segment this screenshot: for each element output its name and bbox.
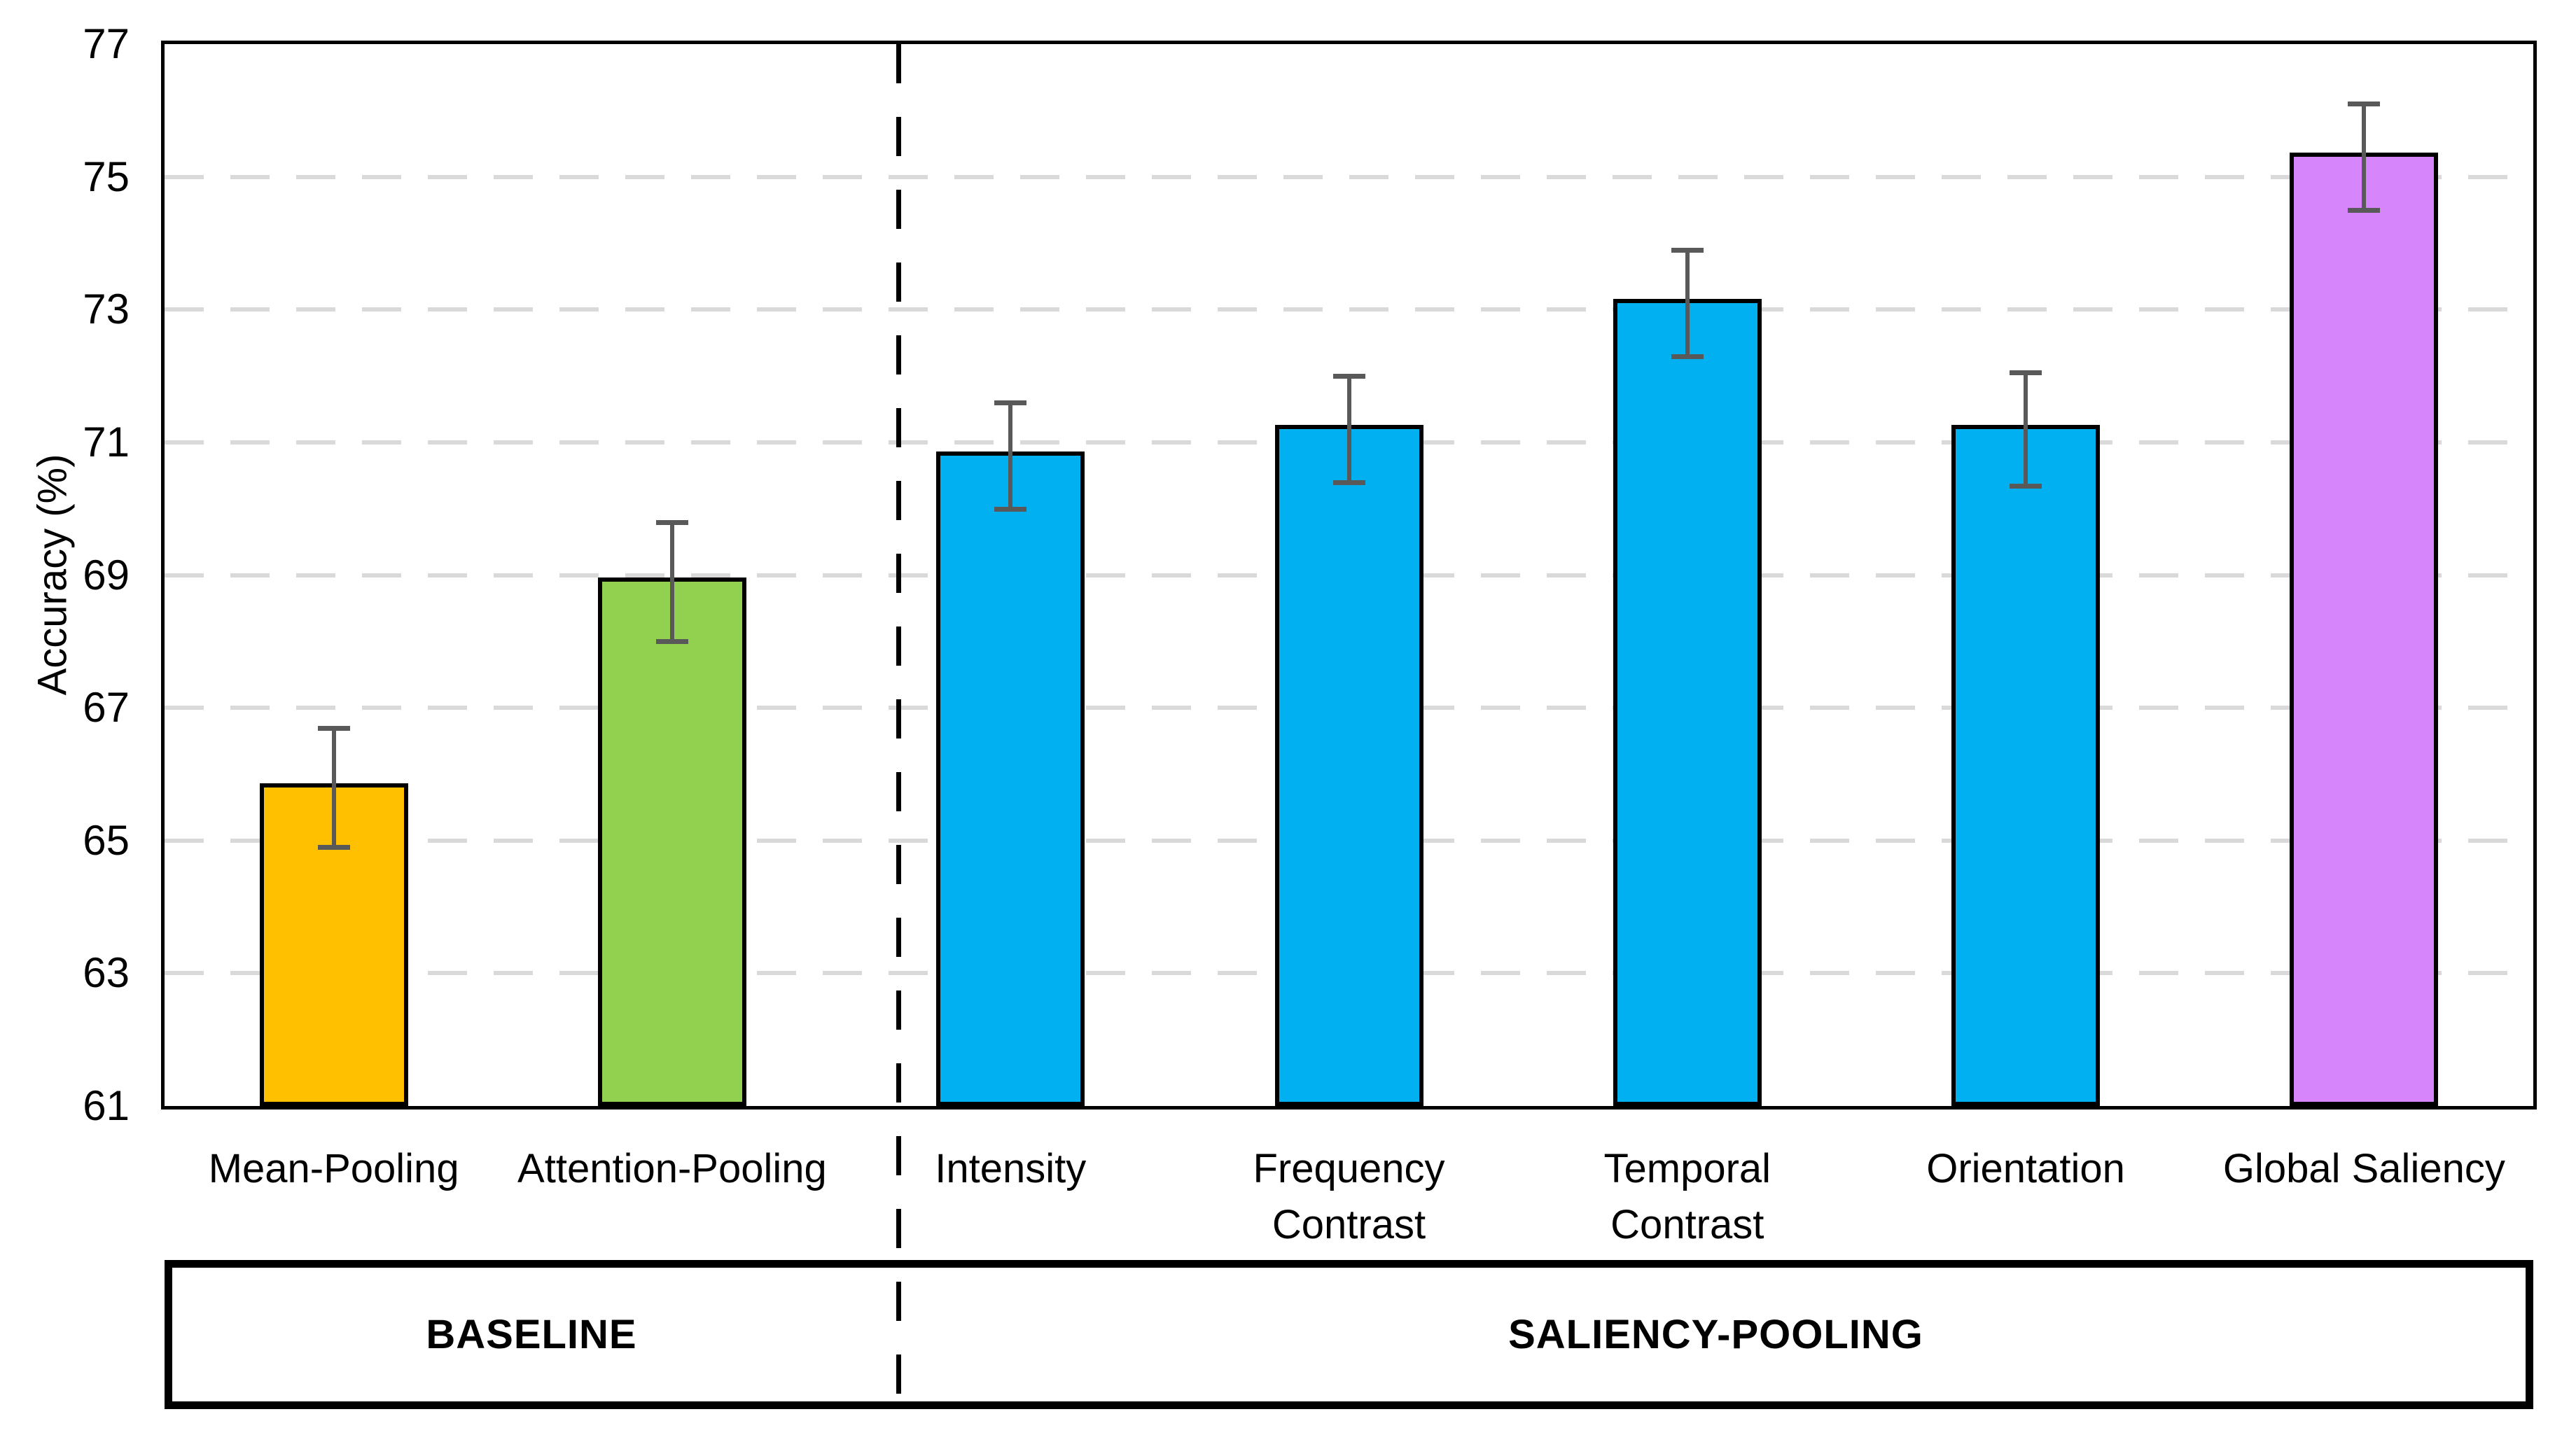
y-tick-label-71: 71 [83,418,130,465]
y-tick-label-77: 77 [83,20,130,67]
y-tick-label-65: 65 [83,816,130,864]
error-cap-bottom-orientation [2010,483,2042,489]
error-cap-bottom-temporal-contrast [1671,354,1704,359]
error-bar-global-saliency [2362,104,2367,211]
error-bar-intensity [1008,402,1013,509]
error-bar-temporal-contrast [1685,249,1690,356]
x-label-mean-pooling: Mean-Pooling [208,1146,459,1191]
bar-frequency-contrast [1274,424,1423,1106]
error-cap-bottom-frequency-contrast [1332,479,1365,485]
x-label-orientation: Orientation [1926,1146,2125,1191]
x-label-intensity: Intensity [935,1146,1087,1191]
error-cap-top-attention-pooling [655,519,688,525]
gridline-75 [165,174,2533,179]
error-bar-attention-pooling [669,522,674,642]
y-tick-label-63: 63 [83,949,130,997]
error-cap-bottom-mean-pooling [317,845,350,850]
bar-global-saliency [2290,153,2439,1106]
error-cap-top-global-saliency [2348,102,2381,107]
error-cap-top-frequency-contrast [1332,374,1365,379]
error-cap-bottom-intensity [994,506,1027,512]
group-label-saliency-pooling: SALIENCY-POOLING [1508,1312,1923,1357]
group-box [165,1260,2533,1409]
x-label-attention-pooling: Attention-Pooling [517,1146,827,1191]
y-tick-label-75: 75 [83,153,130,200]
error-bar-mean-pooling [331,727,336,848]
error-cap-top-temporal-contrast [1671,247,1704,253]
y-tick-label-61: 61 [83,1082,130,1129]
group-label-baseline: BASELINE [426,1312,637,1357]
error-cap-bottom-attention-pooling [655,639,688,645]
error-cap-top-orientation [2010,370,2042,376]
y-tick-label-69: 69 [83,551,130,598]
x-label-temporal-contrast: Temporal Contrast [1603,1146,1771,1247]
y-tick-label-73: 73 [83,286,130,333]
error-bar-orientation [2024,372,2028,486]
x-label-global-saliency: Global Saliency [2222,1146,2505,1191]
separator-dashed-line [896,44,901,1406]
gridline-73 [165,307,2533,312]
plot-area [161,41,2537,1110]
bar-intensity [936,451,1085,1106]
x-label-frequency-contrast: Frequency Contrast [1253,1146,1445,1247]
error-cap-bottom-global-saliency [2348,208,2381,214]
error-cap-top-mean-pooling [317,725,350,731]
bar-attention-pooling [597,577,746,1106]
error-bar-frequency-contrast [1346,376,1351,482]
bar-temporal-contrast [1613,298,1762,1106]
bar-orientation [1951,424,2101,1106]
y-tick-label-67: 67 [83,684,130,732]
error-cap-top-intensity [994,400,1027,405]
